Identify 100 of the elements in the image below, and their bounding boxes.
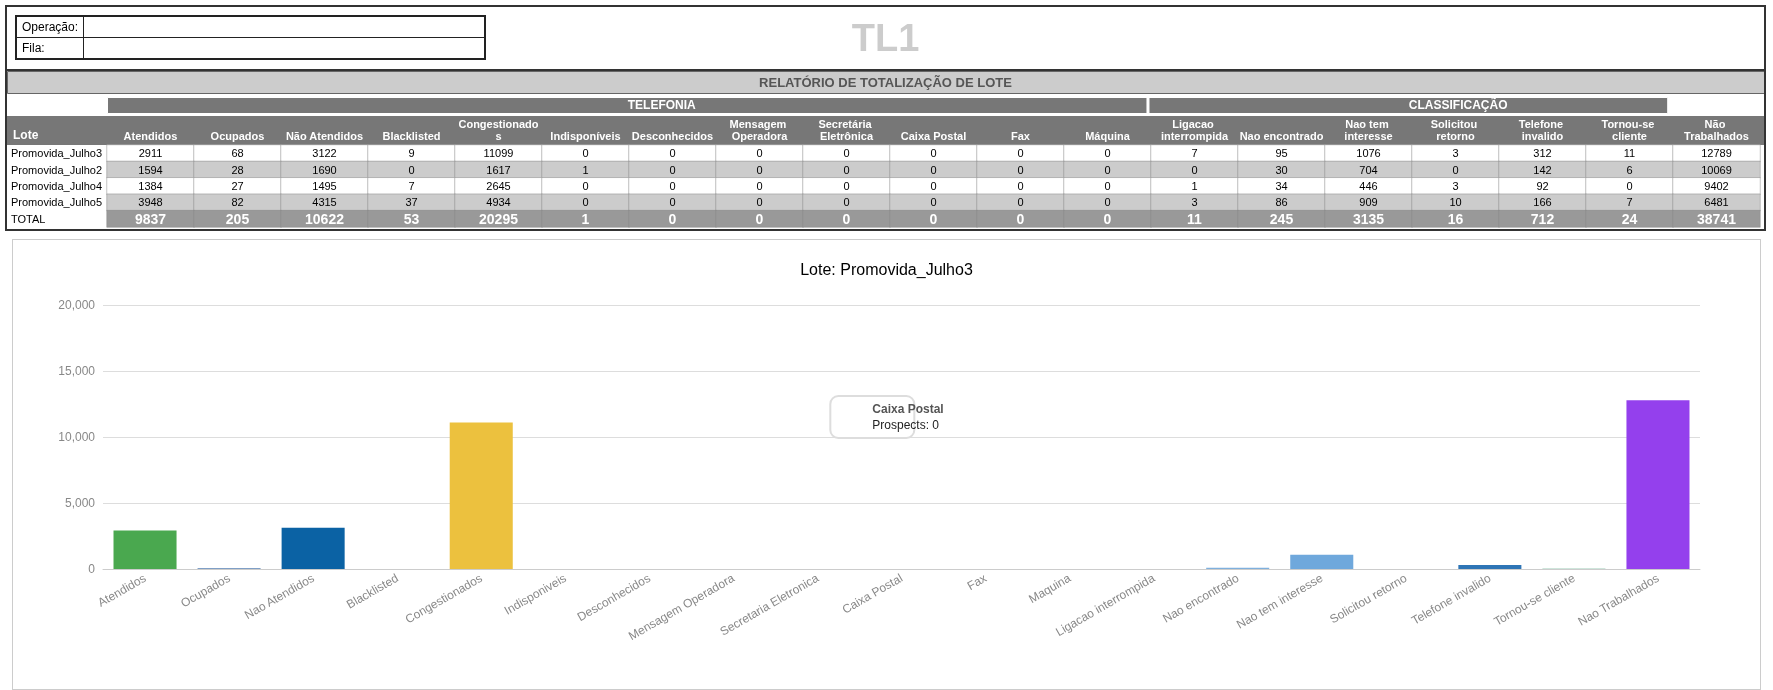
data-label: 1: [581, 210, 590, 227]
data-label: 704: [1359, 163, 1378, 176]
x-tick-label: Caixa Postal: [900, 130, 967, 142]
data-label: 0: [1104, 180, 1111, 192]
data-label: 0: [1017, 180, 1024, 192]
data-label: 68: [231, 147, 244, 160]
data-label: 53: [403, 210, 420, 227]
data-label: 0: [756, 180, 763, 192]
data-label: 0: [756, 163, 763, 176]
data-label: 245: [1269, 210, 1294, 227]
data-label: 446: [1359, 180, 1378, 192]
y-tick-label: 10,000: [58, 430, 96, 444]
data-label: 1617: [486, 163, 511, 176]
data-label: 0: [1017, 196, 1024, 209]
y-tick-label: 20,000: [58, 298, 96, 312]
data-label: 95: [1275, 147, 1288, 160]
data-label: 20295: [479, 210, 519, 227]
data-label: 0: [1104, 196, 1111, 209]
text: Operação:: [16, 16, 84, 38]
data-label: 312: [1533, 147, 1552, 160]
y-tick-label: Promovida_Julho4: [11, 180, 103, 192]
x-tick-label: Nao tem interesse: [1344, 118, 1393, 142]
data-label: 10622: [305, 210, 345, 227]
data-label: 16: [1447, 210, 1464, 227]
text: TELEFONIA: [627, 98, 697, 112]
y-tick-label: Promovida_Julho3: [11, 147, 103, 160]
data-label: 3: [1452, 180, 1459, 192]
data-label: 0: [756, 147, 763, 160]
text: Fila:: [16, 37, 84, 59]
data-label: 0: [756, 196, 763, 209]
data-label: 1495: [312, 180, 337, 192]
data-label: 0: [1104, 147, 1111, 160]
data-label: 712: [1530, 210, 1555, 227]
data-label: 4315: [312, 196, 337, 209]
data-label: 0: [1017, 147, 1024, 160]
data-label: 3: [1452, 147, 1459, 160]
data-label: 0: [843, 180, 850, 192]
x-tick-label: Ligacao interrompida: [1160, 118, 1229, 142]
data-label: 10: [1449, 196, 1462, 209]
data-label: 0: [408, 163, 415, 176]
x-tick-label: Não Atendidos: [285, 130, 364, 142]
x-tick-label: Atendidos: [123, 130, 178, 142]
data-label: 909: [1359, 196, 1378, 209]
y-tick-label: 0: [88, 562, 96, 576]
data-label: 3948: [138, 196, 163, 209]
x-tick-label: Secretária Eletrônica: [818, 118, 875, 142]
data-label: 3122: [312, 147, 337, 160]
data-label: 27: [231, 180, 244, 192]
data-label: 0: [842, 210, 851, 227]
data-label: 28: [231, 163, 244, 176]
data-label: 0: [669, 163, 676, 176]
data-label: 7: [408, 180, 415, 192]
text: CLASSIFICAÇÃO: [1408, 97, 1508, 112]
data-label: 1076: [1356, 147, 1381, 160]
data-label: 3135: [1352, 210, 1385, 227]
x-tick-label: Tornou-se cliente: [1601, 118, 1658, 142]
data-label: 10069: [1701, 163, 1732, 176]
data-label: 0: [843, 163, 850, 176]
annotation: Caixa Postal Prospects: 0: [872, 402, 944, 432]
y-tick-label: 15,000: [58, 364, 96, 378]
data-label: 0: [843, 196, 850, 209]
data-label: 0: [930, 180, 937, 192]
y-tick-label: Promovida_Julho2: [11, 163, 103, 176]
data-label: 38741: [1697, 210, 1737, 227]
y-tick-label: TOTAL: [11, 212, 46, 225]
y-axis-title: Lote: [13, 128, 39, 142]
data-label: 12789: [1701, 147, 1732, 160]
data-label: 0: [929, 210, 938, 227]
chart-title: RELATÓRIO DE TOTALIZAÇÃO DE LOTE: [759, 75, 1013, 90]
data-label: 166: [1533, 196, 1552, 209]
data-label: 1690: [312, 163, 337, 176]
data-label: 2911: [138, 147, 163, 160]
data-label: 0: [1191, 163, 1198, 176]
data-label: 6481: [1704, 196, 1729, 209]
data-label: 0: [755, 210, 764, 227]
data-label: 9837: [134, 210, 167, 227]
data-label: 6: [1626, 163, 1633, 176]
data-label: 7: [1626, 196, 1633, 209]
x-tick-label: Fax: [1011, 130, 1031, 142]
data-label: 1594: [138, 163, 163, 176]
data-label: 30: [1275, 163, 1288, 176]
data-label: 34: [1275, 180, 1288, 192]
data-label: 1: [1191, 180, 1198, 192]
x-tick-label: Mensagem Operadora: [729, 118, 790, 142]
x-tick-label: Telefone invalido: [1518, 118, 1567, 142]
x-tick-label: Solicitou retorno: [1430, 118, 1481, 142]
data-label: 37: [405, 196, 418, 209]
data-label: 0: [1626, 180, 1633, 192]
data-label: 86: [1275, 196, 1288, 209]
data-label: 0: [669, 196, 676, 209]
data-label: 142: [1533, 163, 1552, 176]
data-label: 9402: [1704, 180, 1729, 192]
data-label: 7: [1191, 147, 1198, 160]
data-label: 11: [1623, 147, 1636, 160]
data-label: 82: [231, 196, 244, 209]
data-label: 0: [930, 196, 937, 209]
y-tick-label: Promovida_Julho5: [11, 196, 103, 209]
chart-title: Lote: Promovida_Julho3: [800, 260, 973, 279]
data-label: 2645: [486, 180, 511, 192]
data-label: 0: [1103, 210, 1112, 227]
